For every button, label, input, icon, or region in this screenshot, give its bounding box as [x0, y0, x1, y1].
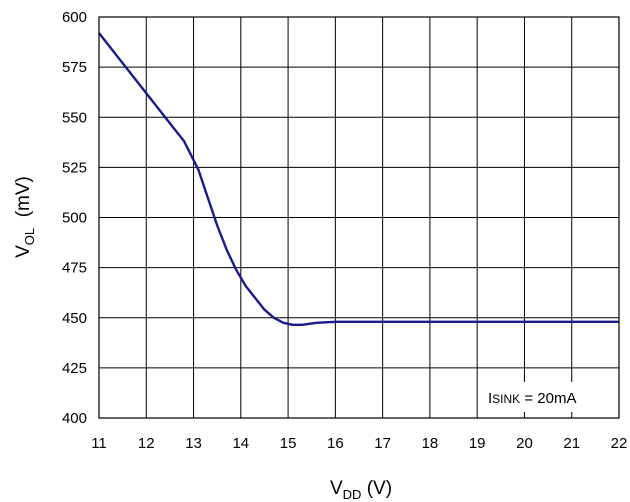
y-tick-label: 525: [62, 159, 87, 176]
y-axis-label: VOL (mV): [13, 176, 37, 258]
y-tick-label: 550: [62, 109, 87, 126]
x-tick-labels: 11 12 13 14 15 16 17 18 19 20 21 22: [91, 435, 627, 452]
x-tick-label: 20: [516, 435, 533, 452]
x-tick-label: 22: [611, 435, 628, 452]
y-tick-label: 500: [62, 210, 87, 227]
y-tick-label: 450: [62, 310, 87, 327]
y-tick-label: 600: [62, 9, 87, 26]
y-tick-label: 400: [62, 410, 87, 427]
y-tick-label: 575: [62, 59, 87, 76]
annotation-box: [481, 382, 615, 412]
y-tick-labels: 400 425 450 475 500 525 550 575 600: [62, 9, 87, 427]
grid-lines: [98, 16, 620, 419]
series-line: [98, 32, 619, 326]
x-tick-label: 19: [469, 435, 486, 452]
x-tick-label: 15: [280, 435, 297, 452]
x-axis-label: VDD (V): [330, 478, 392, 502]
plot-frame: [98, 16, 620, 419]
x-tick-label: 13: [185, 435, 202, 452]
x-tick-label: 16: [327, 435, 344, 452]
x-tick-label: 14: [232, 435, 249, 452]
x-tick-label: 17: [374, 435, 391, 452]
y-tick-label: 475: [62, 260, 87, 277]
x-tick-label: 12: [138, 435, 155, 452]
x-tick-label: 18: [422, 435, 439, 452]
sink-current-annotation: ISINK = 20mA: [488, 390, 576, 407]
x-tick-label: 11: [91, 435, 107, 452]
y-tick-label: 425: [62, 360, 87, 377]
x-tick-label: 21: [563, 435, 580, 452]
series-layer: [98, 32, 619, 326]
